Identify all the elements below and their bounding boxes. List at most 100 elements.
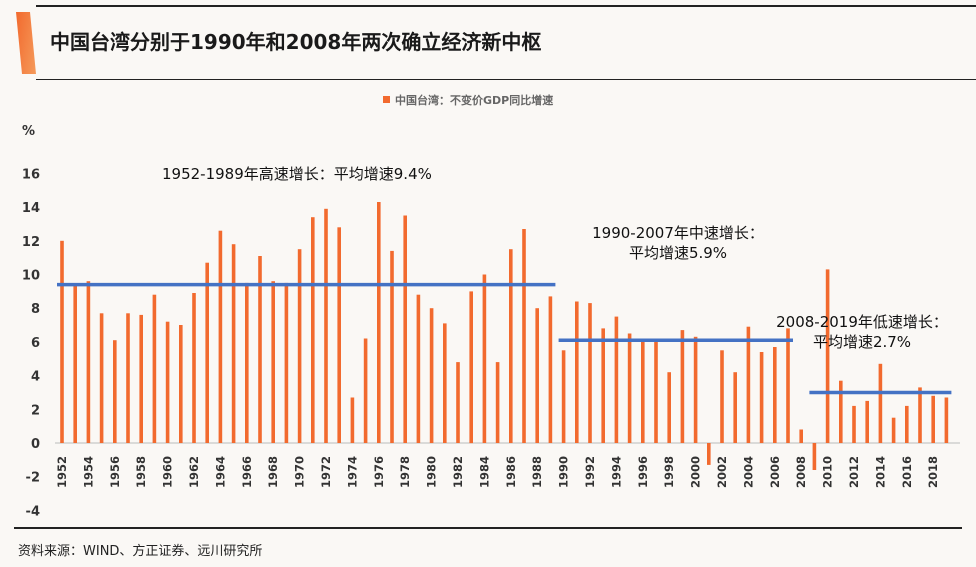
bar (535, 308, 539, 443)
bar (522, 229, 526, 443)
bar (165, 321, 170, 443)
x-tick-label: 1972 (319, 456, 333, 488)
x-axis: 1952 1954 1956 1958 1960 1962 1964 1966 1968 1970… (55, 456, 940, 488)
period-annotations: 1952-1989年高速增长：平均增速9.4% 1990-2007年中速增长： 平均… (162, 165, 948, 351)
bar (773, 347, 777, 443)
bar (720, 350, 724, 443)
x-tick-label: 2002 (715, 456, 729, 488)
bar (905, 405, 909, 443)
annotation-line: 1990-2007年中速增长： (592, 224, 764, 242)
bar (297, 249, 302, 443)
bar (363, 338, 368, 443)
x-tick-label: 1966 (240, 456, 254, 488)
y-axis-unit-label: % (22, 124, 35, 139)
bar (693, 336, 698, 443)
x-tick-label: 2010 (821, 456, 835, 488)
y-tick-label: 14 (22, 201, 40, 216)
x-tick-label: 1988 (530, 456, 544, 488)
x-tick-label: 1978 (398, 456, 412, 488)
y-tick-label: -4 (26, 504, 40, 519)
bar (509, 249, 513, 443)
x-tick-label: 1954 (81, 456, 95, 488)
average-lines (57, 282, 952, 395)
bar (614, 316, 619, 443)
y-tick-label: 12 (22, 235, 40, 250)
period-annotation: 1952-1989年高速增长：平均增速9.4% (162, 165, 432, 183)
bar (271, 281, 275, 443)
bar (245, 282, 249, 443)
period-annotation: 1990-2007年中速增长： 平均增速5.9% (592, 224, 764, 262)
bar (852, 405, 856, 443)
y-tick-label: 6 (31, 336, 40, 351)
bar (944, 397, 949, 443)
x-tick-label: 1956 (108, 456, 122, 488)
bar (73, 284, 77, 443)
bar (495, 362, 500, 443)
bar (390, 250, 394, 443)
bar (482, 274, 487, 443)
x-tick-label: 1970 (293, 456, 307, 488)
bar (231, 244, 236, 443)
x-tick-label: 1964 (213, 456, 227, 488)
bar (284, 282, 289, 443)
page-title: 中国台湾分别于1990年和2008年两次确立经济新中枢 (50, 30, 542, 54)
bar (469, 291, 473, 444)
bar (60, 240, 64, 443)
bar (733, 372, 737, 443)
x-tick-label: 1960 (161, 456, 175, 488)
annotation-line: 平均增速5.9% (629, 244, 727, 262)
y-tick-label: 10 (22, 269, 40, 284)
bar (759, 352, 764, 443)
x-tick-label: 1962 (187, 456, 201, 488)
y-tick-label: 8 (31, 302, 40, 317)
bar (311, 217, 315, 443)
gdp-growth-bar-chart: 中国台湾：不变价GDP同比增速 % -4 -2 0 2 4 6 8 10 12 14 16 1952… (22, 93, 960, 519)
source-note: 资料来源：WIND、方正证券、远川研究所 (18, 544, 263, 559)
bar (878, 363, 883, 443)
bar (667, 372, 671, 443)
x-tick-label: 1974 (345, 456, 359, 488)
title-accent-bar (16, 12, 36, 74)
y-tick-label: 16 (22, 167, 40, 182)
bar (337, 227, 341, 443)
bar (218, 230, 223, 443)
bar (918, 387, 922, 443)
x-tick-label: 1994 (609, 456, 623, 488)
x-tick-label: 1976 (372, 456, 386, 488)
x-tick-label: 1980 (425, 456, 439, 488)
bar (324, 208, 328, 443)
bar (746, 326, 751, 443)
top-divider (36, 5, 976, 7)
footer-divider (14, 527, 962, 529)
bar (548, 296, 553, 443)
x-tick-label: 2018 (926, 456, 940, 488)
bar (350, 397, 355, 443)
bar (588, 303, 592, 443)
x-tick-label: 2008 (794, 456, 808, 488)
x-tick-label: 1986 (504, 456, 518, 488)
bar (126, 313, 130, 443)
bar (113, 340, 117, 443)
x-tick-label: 1996 (636, 456, 650, 488)
annotation-line: 1952-1989年高速增长：平均增速9.4% (162, 165, 432, 183)
x-tick-label: 2016 (900, 456, 914, 488)
bar-series (60, 202, 949, 470)
bar (152, 294, 157, 443)
bar (429, 308, 434, 443)
bar (865, 400, 869, 443)
y-tick-label: -2 (26, 471, 40, 486)
bar (377, 202, 381, 443)
bar (258, 256, 262, 443)
bar (86, 281, 91, 443)
bar (561, 350, 566, 443)
bar (205, 262, 209, 443)
bar (707, 443, 711, 465)
x-tick-label: 1990 (557, 456, 571, 488)
bar (680, 330, 685, 443)
y-tick-label: 0 (31, 437, 40, 452)
x-tick-label: 1952 (55, 456, 69, 488)
bar (825, 269, 830, 443)
x-tick-label: 2004 (741, 456, 755, 488)
bar (179, 325, 183, 443)
x-tick-label: 2012 (847, 456, 861, 488)
